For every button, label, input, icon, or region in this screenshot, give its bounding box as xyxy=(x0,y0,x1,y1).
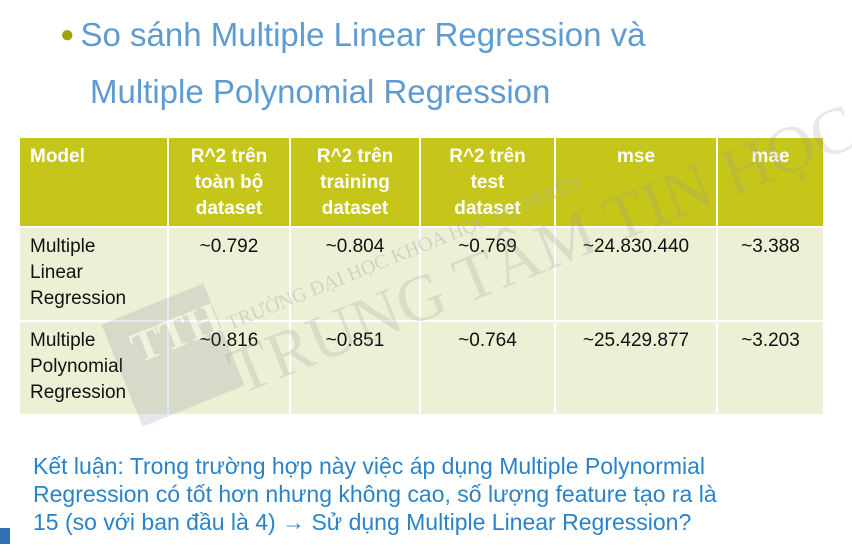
model-line-2: Linear xyxy=(30,262,83,283)
header-r2-train-l3: dataset xyxy=(321,198,389,219)
model-line-1: Multiple xyxy=(30,236,96,257)
header-r2-all-l2: toàn bộ xyxy=(194,172,264,193)
cell-mse: ~25.429.877 xyxy=(555,320,718,414)
cell-mse: ~24.830.440 xyxy=(555,226,718,321)
conclusion-line-1: Kết luận: Trong trường hợp này việc áp d… xyxy=(33,453,706,479)
cell-r2-all: ~0.816 xyxy=(168,320,291,414)
model-line-3: Regression xyxy=(30,288,127,309)
header-mse: mse xyxy=(555,138,718,227)
title-line-2: Multiple Polynomial Regression xyxy=(90,73,551,110)
cell-mae: ~3.203 xyxy=(717,320,823,414)
header-mae: mae xyxy=(717,138,823,227)
header-mse-text: mse xyxy=(616,146,656,167)
header-r2-test: R^2 trên test dataset xyxy=(420,138,556,227)
comparison-table: Model R^2 trên toàn bộ dataset R^2 trên … xyxy=(20,138,823,414)
conclusion-text: Kết luận: Trong trường hợp này việc áp d… xyxy=(33,452,823,536)
header-model: Model xyxy=(20,138,169,227)
cell-mae: ~3.388 xyxy=(717,226,823,321)
header-model-text: Model xyxy=(30,146,85,167)
model-line-1: Multiple xyxy=(30,330,96,351)
cell-r2-test: ~0.764 xyxy=(420,320,556,414)
header-r2-test-l2: test xyxy=(470,172,505,193)
cell-r2-test: ~0.769 xyxy=(420,226,556,321)
header-r2-test-l3: dataset xyxy=(454,198,521,219)
cell-r2-train: ~0.851 xyxy=(290,320,421,414)
title-bullet: ● xyxy=(60,21,75,48)
table-row: Multiple Linear Regression ~0.792 ~0.804… xyxy=(20,226,823,321)
slide-title: ● So sánh Multiple Linear Regression và M… xyxy=(60,6,840,120)
table-row: Multiple Polynomial Regression ~0.816 ~0… xyxy=(20,320,823,414)
header-mae-text: mae xyxy=(751,146,790,167)
conclusion-line-2: Regression có tốt hơn nhưng không cao, s… xyxy=(33,481,717,507)
header-r2-train-l1: R^2 trên xyxy=(316,146,394,167)
conclusion-line-3: 15 (so với ban đầu là 4) → Sử dụng Multi… xyxy=(33,509,692,535)
header-r2-all-l3: dataset xyxy=(195,198,263,219)
cell-model: Multiple Polynomial Regression xyxy=(20,320,169,414)
title-line-1: So sánh Multiple Linear Regression và xyxy=(80,16,646,53)
header-r2-train: R^2 trên training dataset xyxy=(290,138,421,227)
header-r2-all: R^2 trên toàn bộ dataset xyxy=(168,138,291,227)
cell-r2-all: ~0.792 xyxy=(168,226,291,321)
model-line-3: Regression xyxy=(30,382,127,403)
header-r2-all-l1: R^2 trên xyxy=(190,146,268,167)
header-r2-test-l1: R^2 trên xyxy=(449,146,526,167)
cell-r2-train: ~0.804 xyxy=(290,226,421,321)
model-line-2: Polynomial xyxy=(30,356,123,377)
corner-mark xyxy=(0,528,10,544)
table-header-row: Model R^2 trên toàn bộ dataset R^2 trên … xyxy=(20,138,823,227)
cell-model: Multiple Linear Regression xyxy=(20,226,169,321)
header-r2-train-l2: training xyxy=(320,172,390,193)
